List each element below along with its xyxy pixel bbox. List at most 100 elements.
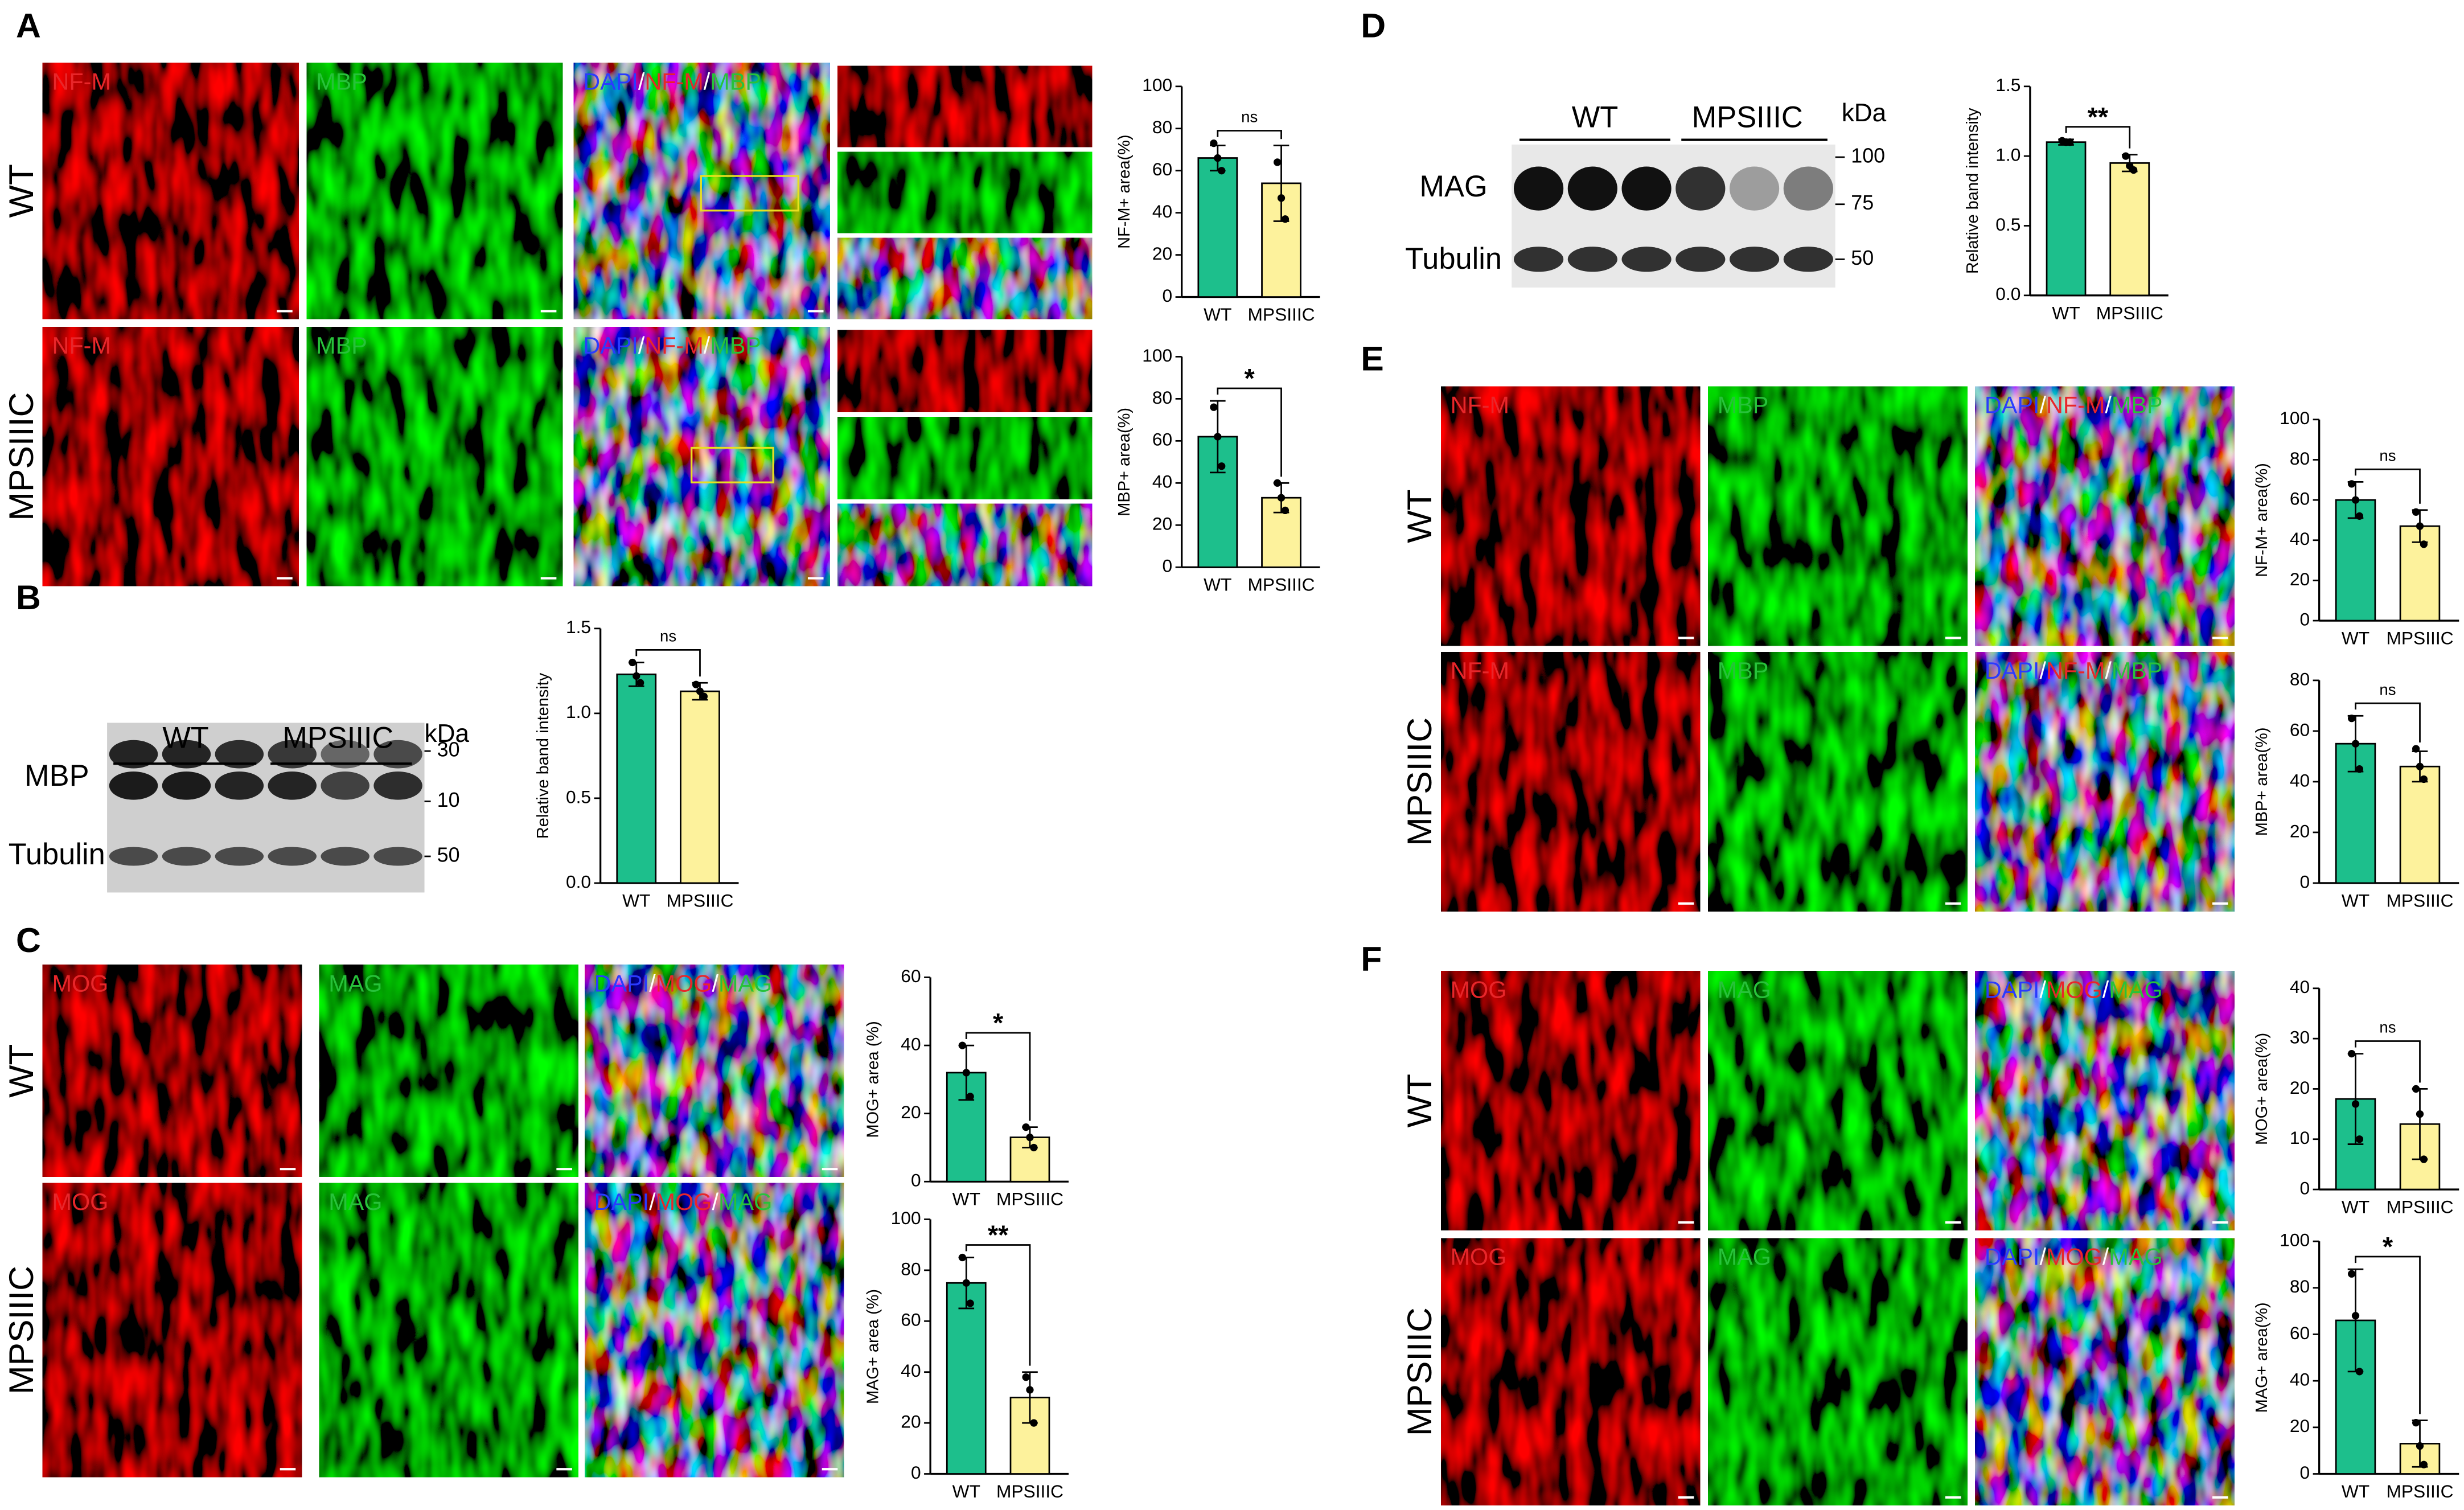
- bar: [1197, 157, 1238, 298]
- data-point: [2355, 765, 2364, 773]
- micrograph-texture: [1708, 971, 1968, 1230]
- y-tick-label: 0: [911, 1462, 921, 1483]
- channel-label-part: /: [649, 1189, 656, 1215]
- channel-label: MOG: [1451, 1244, 1507, 1270]
- data-point: [2351, 740, 2360, 748]
- significance-label: ns: [2379, 680, 2396, 698]
- blot-band: [373, 847, 422, 866]
- y-axis-label: NF-M+ area(%): [1115, 134, 1134, 248]
- marker-label: 75: [1851, 191, 1874, 214]
- channel-label-part: MAG: [1718, 976, 1771, 1003]
- unit-label: kDa: [425, 720, 470, 748]
- data-point: [633, 672, 640, 680]
- y-tick-label: 20: [2290, 1415, 2310, 1436]
- blot-band: [268, 740, 317, 769]
- micrograph-texture: [319, 1183, 578, 1478]
- y-tick-label: 0.5: [566, 786, 591, 807]
- y-tick-label: 0: [1162, 285, 1172, 306]
- lane-group-label: MPSIIIC: [1692, 101, 1803, 134]
- data-point: [696, 687, 704, 695]
- channel-label: DAPI/NF-M/MBP: [1985, 392, 2163, 418]
- x-tick-label: WT: [2342, 1197, 2369, 1217]
- y-tick-label: 40: [901, 1033, 921, 1054]
- x-tick-label: WT: [952, 1189, 980, 1209]
- blot-band: [1729, 247, 1780, 272]
- marker-label: 50: [1851, 247, 1874, 269]
- zoom-inset-texture: [837, 503, 1093, 586]
- y-tick-label: 0.5: [1995, 214, 2021, 235]
- y-tick-label: 0: [2299, 1177, 2310, 1198]
- y-tick-label: 40: [901, 1360, 921, 1381]
- data-point: [1277, 194, 1286, 202]
- data-point: [2347, 1049, 2356, 1058]
- channel-label-part: MBP: [1718, 392, 1769, 418]
- y-tick-label: 80: [1152, 117, 1172, 137]
- micrograph-texture: [42, 63, 299, 319]
- channel-label-part: NF-M: [644, 68, 703, 95]
- channel-label: MOG: [1451, 976, 1507, 1003]
- y-tick-label: 80: [2290, 668, 2310, 689]
- channel-label: MAG: [328, 970, 382, 996]
- blot-band: [1621, 166, 1672, 211]
- row-label: MPSIIIC: [1400, 1307, 1439, 1436]
- significance-label: **: [988, 1220, 1009, 1250]
- bar: [1261, 182, 1301, 298]
- channel-label-part: MOG: [2046, 976, 2102, 1003]
- micrograph-texture: [1975, 1238, 2235, 1505]
- panel-label: D: [1361, 6, 1386, 45]
- y-tick-label: 20: [901, 1411, 921, 1431]
- significance-bracket: [1217, 130, 1282, 139]
- y-tick-label: 0: [2299, 1462, 2310, 1483]
- x-tick-label: WT: [2342, 1481, 2369, 1501]
- channel-label: MAG: [1718, 976, 1771, 1003]
- blot-band: [1675, 247, 1726, 272]
- channel-label: DAPI/MOG/MAG: [1985, 1244, 2163, 1270]
- micrograph-texture: [1441, 1238, 1701, 1505]
- blot-band: [1621, 247, 1672, 272]
- micrograph-texture: [42, 965, 302, 1177]
- blot-band: [215, 771, 264, 800]
- x-tick-label: MPSIIIC: [2386, 890, 2453, 910]
- unit-label: kDa: [1842, 99, 1887, 127]
- blot-band: [373, 740, 422, 769]
- channel-label-part: MBP: [2112, 392, 2163, 418]
- marker-label: 50: [437, 843, 460, 866]
- bar: [2109, 162, 2150, 297]
- channel-label-part: NF-M: [2046, 392, 2105, 418]
- blot-image: [107, 723, 425, 893]
- x-tick-label: MPSIIIC: [996, 1189, 1063, 1209]
- y-tick-label: 30: [2290, 1027, 2310, 1047]
- blot-band: [1783, 247, 1833, 272]
- data-point: [2347, 715, 2356, 723]
- data-point: [2416, 1442, 2424, 1450]
- channel-label-part: DAPI: [1985, 658, 2040, 684]
- data-point: [2355, 1135, 2364, 1143]
- channel-label-part: MAG: [1718, 1244, 1771, 1270]
- data-point: [2412, 1085, 2420, 1093]
- blot-band: [109, 847, 158, 866]
- micrograph-texture: [1441, 971, 1701, 1230]
- data-point: [2351, 1312, 2360, 1320]
- data-point: [2130, 166, 2138, 174]
- significance-bracket: [635, 649, 701, 677]
- x-tick-label: WT: [2052, 302, 2080, 323]
- channel-label-part: /: [2039, 392, 2046, 418]
- data-point: [1281, 215, 1290, 223]
- blot-band: [1567, 247, 1617, 272]
- data-point: [1210, 139, 1218, 147]
- lane-group-label: MPSIIIC: [282, 722, 393, 755]
- y-tick-label: 60: [901, 966, 921, 986]
- significance-label: ns: [2379, 1019, 2396, 1036]
- protein-label: MBP: [24, 760, 89, 793]
- protein-label: Tubulin: [9, 838, 105, 871]
- zoom-inset-texture: [837, 417, 1093, 499]
- blot-band: [268, 847, 317, 866]
- micrograph-texture: [585, 1183, 844, 1478]
- data-point: [629, 658, 636, 667]
- data-point: [2122, 152, 2130, 160]
- row-label: WT: [2, 1044, 40, 1097]
- channel-label: MBP: [316, 333, 367, 359]
- channel-label: MBP: [316, 68, 367, 95]
- channel-label-part: MAG: [328, 970, 382, 996]
